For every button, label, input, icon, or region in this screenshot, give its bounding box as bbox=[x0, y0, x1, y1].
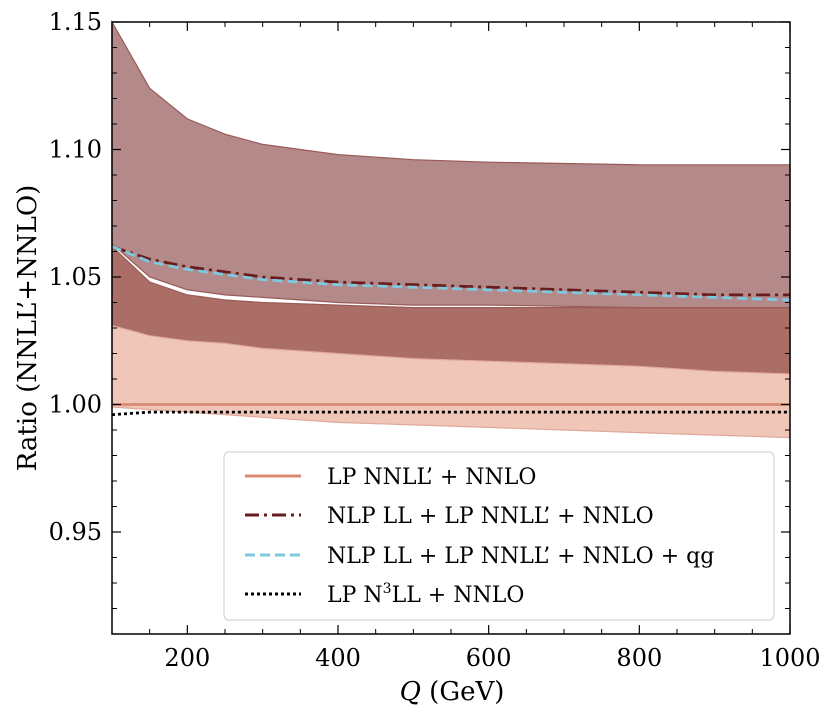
x-tick-label: 600 bbox=[466, 644, 512, 672]
x-axis-symbol: Q bbox=[400, 677, 421, 707]
axis-ticks: 200 400 600 800 1000 0.95 1.00 1.05 1.10 1.15 bbox=[49, 8, 821, 672]
x-axis-label: Q (GeV) bbox=[400, 677, 505, 707]
y-tick-label: 0.95 bbox=[49, 518, 102, 546]
x-tick-label: 1000 bbox=[759, 644, 820, 672]
legend-label-nlp-ll-qg: NLP LL + LP NNLL’ + NNLO + qg bbox=[327, 544, 714, 569]
legend-label-lp-n3ll-pre: LP N bbox=[327, 583, 383, 608]
series-lines bbox=[111, 245, 791, 417]
y-tick-label: 1.10 bbox=[49, 136, 102, 164]
legend-label-nlp-ll: NLP LL + LP NNLL’ + NNLO bbox=[327, 504, 654, 529]
legend-label-lp-nnll: LP NNLL’ + NNLO bbox=[327, 465, 536, 490]
y-tick-label: 1.15 bbox=[49, 8, 102, 36]
legend: LP NNLL’ + NNLO NLP LL + LP NNLL’ + NNLO… bbox=[223, 451, 775, 621]
y-tick-label: 1.05 bbox=[49, 263, 102, 291]
x-tick-label: 800 bbox=[616, 644, 662, 672]
line-nlp-ll-lp-nnll-nnlo bbox=[111, 245, 790, 297]
legend-label-lp-n3ll-sup: 3 bbox=[383, 581, 392, 597]
legend-label-lp-n3ll-post: LL + NNLO bbox=[392, 583, 525, 608]
x-tick-label: 200 bbox=[164, 644, 210, 672]
line-nlp-ll-lp-nnll-nnlo-qg bbox=[111, 245, 791, 302]
x-tick-label: 400 bbox=[315, 644, 361, 672]
uncertainty-bands bbox=[111, 19, 791, 439]
legend-label-lp-n3ll: LP N3LL + NNLO bbox=[327, 581, 524, 608]
y-tick-label: 1.00 bbox=[49, 391, 102, 419]
x-axis-unit: (GeV) bbox=[429, 677, 504, 707]
plot-frame bbox=[111, 21, 791, 635]
y-axis-label: Ratio (NNLL’+NNLO) bbox=[13, 185, 43, 472]
legend-box bbox=[223, 451, 775, 621]
band-nlp-ll-lp-nnll-nnlo-band bbox=[111, 19, 791, 309]
